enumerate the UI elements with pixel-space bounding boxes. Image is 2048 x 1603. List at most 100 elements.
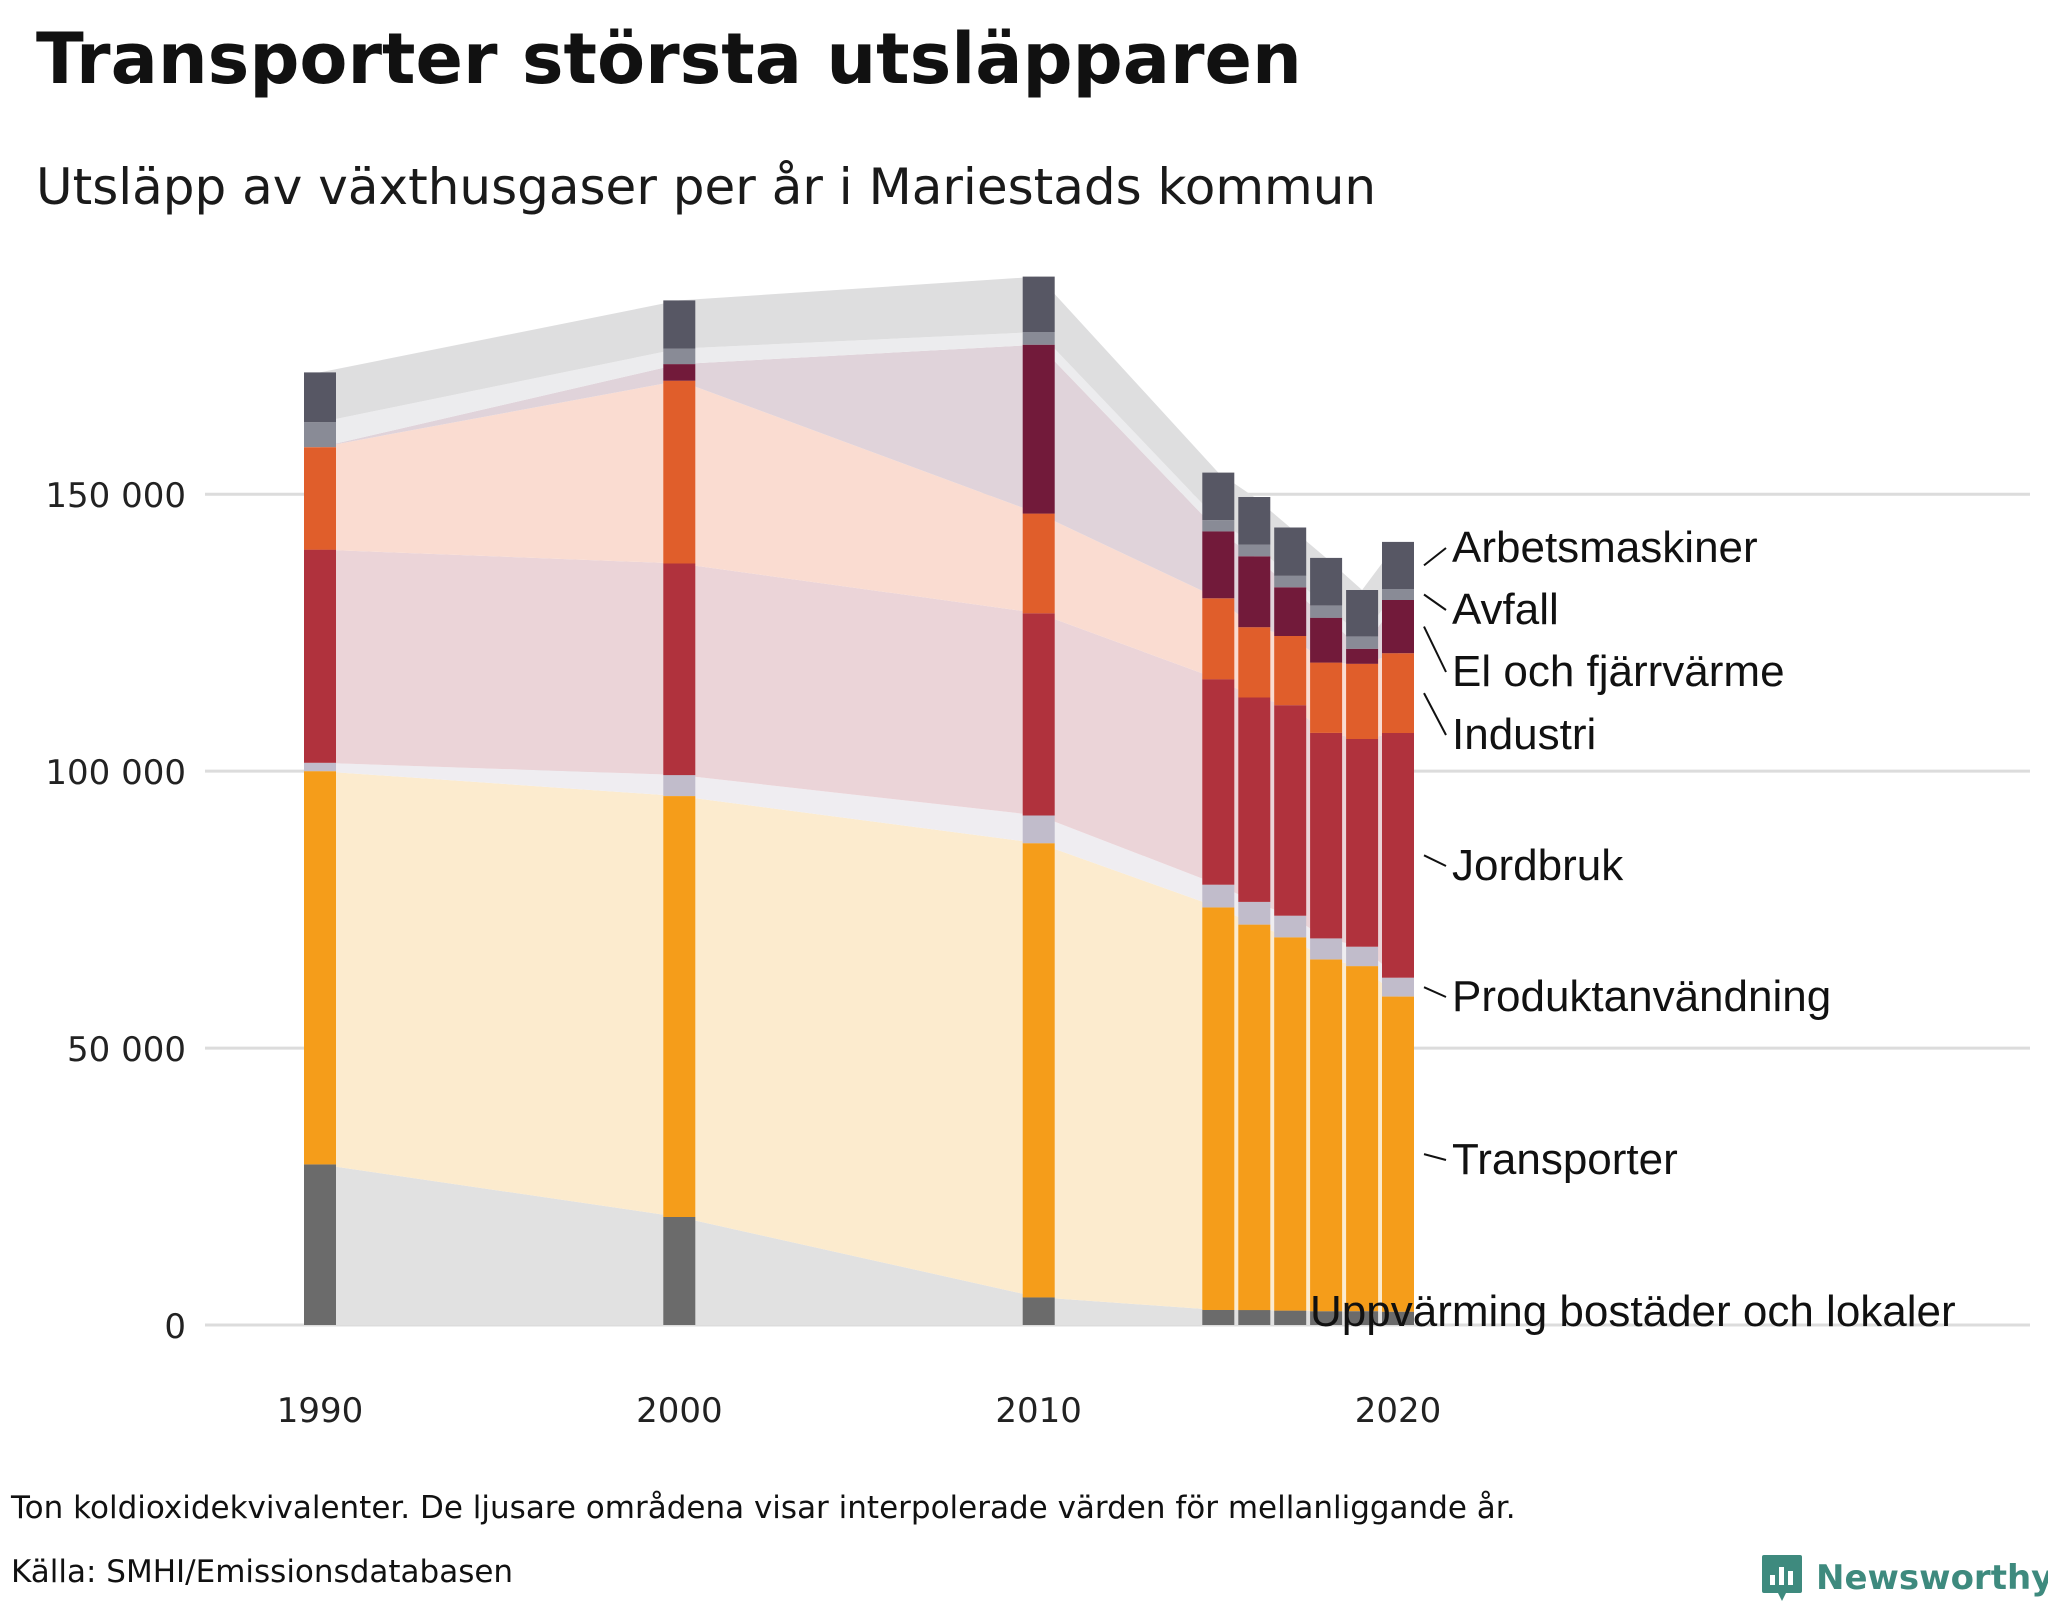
series-labels: Uppvärming bostäder och lokaler Transport…	[1310, 523, 1956, 1336]
bar-segment	[663, 348, 696, 365]
bar-segment	[1238, 924, 1271, 1311]
source-note: Källa: SMHI/Emissionsdatabasen	[11, 1554, 514, 1590]
bar-segment	[1310, 1311, 1343, 1325]
axis-labels: 0 50 000 100 000 150 000 1990 2000 2010 2020	[45, 476, 1441, 1431]
y-tick-label: 50 000	[67, 1030, 186, 1070]
bar-segment	[1346, 663, 1379, 739]
bar-segment	[1274, 587, 1307, 636]
label-connector	[1423, 854, 1447, 867]
bar-segment	[1382, 600, 1414, 654]
bar-segment	[1346, 966, 1379, 1312]
series-label: Produktanvändning	[1452, 972, 1831, 1021]
bar-segment	[1274, 575, 1307, 588]
chart-title: Transporter största utsläpparen	[36, 18, 1302, 100]
y-tick-label: 100 000	[45, 753, 186, 793]
bar-segment	[1022, 843, 1055, 1298]
interpolated-areas	[320, 276, 1398, 1325]
bar-segment	[663, 380, 696, 564]
bar-segment	[1310, 938, 1343, 960]
bar-segment	[1238, 697, 1271, 902]
bar-segment	[1310, 617, 1343, 663]
bar-segment	[1022, 344, 1055, 514]
bar-segment	[1274, 1310, 1307, 1325]
bar-segment	[304, 447, 336, 550]
area-4	[320, 380, 1398, 739]
series-label: Arbetsmaskiner	[1452, 523, 1758, 572]
label-connector	[1423, 626, 1447, 673]
bar-segment	[1238, 901, 1271, 925]
bar-segment	[1382, 732, 1414, 978]
bar-segment	[1238, 556, 1271, 628]
bar-segment	[1382, 588, 1414, 600]
x-tick-label: 2020	[1355, 1391, 1442, 1431]
bar-segment	[304, 762, 336, 772]
bar-segment	[1238, 497, 1271, 545]
bar-segment	[1346, 590, 1379, 637]
bar-segment	[1274, 527, 1307, 576]
x-tick-label: 2000	[636, 1391, 723, 1431]
series-label: Jordbruk	[1452, 841, 1624, 890]
bar-segment	[304, 372, 336, 423]
bar-segment	[1022, 815, 1055, 844]
bar-segment	[1274, 636, 1307, 706]
bar-segment	[1346, 946, 1379, 967]
bar-segment	[1382, 653, 1414, 733]
bar-segment	[1022, 513, 1055, 614]
bar-segment	[1238, 627, 1271, 698]
stacked-bar-chart: 0 50 000 100 000 150 000 1990 2000 2010 2020 Up…	[45, 276, 2030, 1431]
bar-segment	[304, 549, 336, 763]
series-label: Uppvärming bostäder och lokaler	[1310, 1287, 1956, 1336]
chart-subtitle: Utsläpp av växthusgaser per år i Mariest…	[36, 158, 1377, 216]
label-connector	[1423, 593, 1447, 611]
area-2	[320, 762, 1398, 997]
bar-segment	[304, 771, 336, 1165]
bar-segment	[1202, 598, 1235, 680]
bar-segment	[1022, 276, 1055, 332]
label-connector	[1423, 547, 1447, 567]
bar-segment	[1382, 541, 1414, 589]
y-tick-label: 0	[164, 1307, 186, 1347]
bar-segment	[1310, 959, 1343, 1312]
y-tick-label: 150 000	[45, 476, 186, 516]
footnote: Ton koldioxidekvivalenter. De ljusare om…	[11, 1490, 1516, 1526]
bar-segment	[304, 1164, 336, 1325]
label-connector	[1423, 1153, 1447, 1161]
bar-segment	[1310, 557, 1343, 606]
area-1	[320, 771, 1398, 1312]
bar-segment	[1022, 332, 1055, 345]
bar-segment	[663, 563, 696, 776]
area-3	[320, 549, 1398, 978]
bar-segment	[1238, 1310, 1271, 1325]
bar-segment	[1202, 531, 1235, 599]
series-label: Avfall	[1452, 585, 1559, 634]
bar-segment	[1346, 636, 1379, 649]
area-0	[320, 1164, 1398, 1325]
series-label: El och fjärrvärme	[1452, 647, 1785, 696]
bar-segment	[663, 364, 696, 381]
bar-segment	[1382, 977, 1414, 997]
area-7	[320, 276, 1398, 637]
bar-segment	[1238, 544, 1271, 557]
bar-segment	[1382, 1311, 1414, 1325]
x-tick-label: 2010	[995, 1391, 1082, 1431]
bar-segment	[1274, 915, 1307, 938]
bar-segment	[663, 775, 696, 796]
bar-segment	[1382, 996, 1414, 1312]
area-6	[320, 332, 1398, 649]
series-label: Transporter	[1452, 1135, 1678, 1184]
label-connector	[1423, 986, 1447, 998]
bar-segment	[1346, 648, 1379, 664]
bar-segment	[1022, 613, 1055, 816]
bar-segment	[1310, 662, 1343, 733]
bar-segment	[1346, 739, 1379, 947]
bar-segment	[663, 1217, 696, 1325]
brand-name: Newsworthy	[1816, 1558, 2048, 1598]
bar-segment	[1346, 1311, 1379, 1325]
newsworthy-icon	[1762, 1555, 1802, 1601]
brand-logo: Newsworthy	[1760, 1553, 2048, 1603]
bar-segment	[1022, 1297, 1055, 1325]
bar-segment	[1202, 472, 1235, 521]
label-connector	[1423, 692, 1447, 736]
series-label: Industri	[1452, 710, 1596, 759]
bar-segment	[1202, 679, 1235, 885]
